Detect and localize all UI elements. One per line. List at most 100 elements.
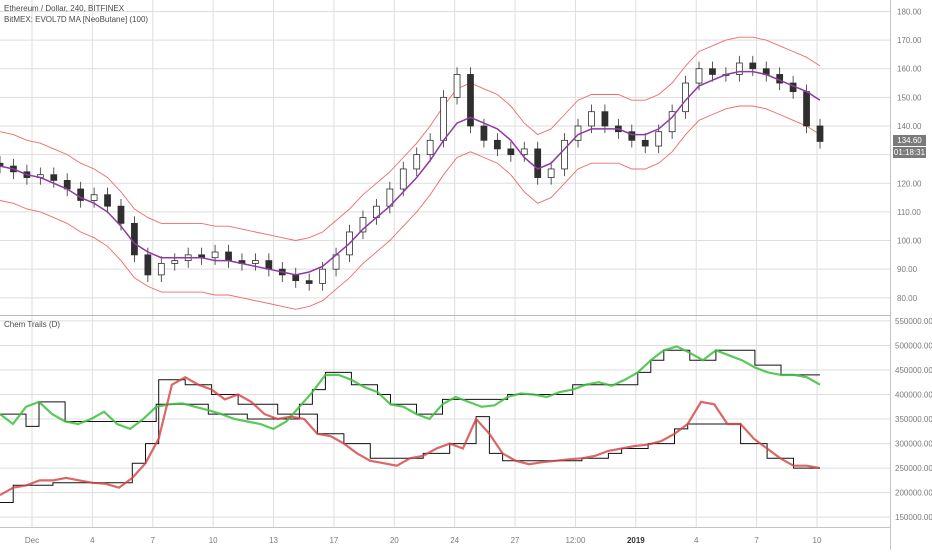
candle-body xyxy=(157,263,165,276)
price-candle[interactable] xyxy=(426,133,434,162)
price-candle[interactable] xyxy=(77,181,85,208)
price-candle[interactable] xyxy=(90,187,98,208)
candle-body xyxy=(695,68,703,84)
candle-body xyxy=(480,125,488,141)
price-candle[interactable] xyxy=(211,244,219,265)
price-candle[interactable] xyxy=(762,61,770,82)
candle-body xyxy=(225,251,232,261)
price-candle[interactable] xyxy=(171,253,179,271)
price-candle[interactable] xyxy=(104,187,111,214)
price-candle[interactable] xyxy=(265,253,273,277)
price-candle[interactable] xyxy=(131,216,138,263)
upper-band-line[interactable] xyxy=(0,36,821,241)
time-tick-label: 7 xyxy=(151,536,156,545)
price-candle[interactable] xyxy=(453,67,461,105)
oscillator-tick-label: 200000.00 xyxy=(895,489,932,498)
time-tick-label: 7 xyxy=(754,536,759,545)
candle-body xyxy=(547,168,555,178)
price-candle[interactable] xyxy=(292,267,300,288)
candle-body xyxy=(117,205,125,224)
countdown-badge: 01:18:31 xyxy=(893,147,926,159)
last-price-badge: 134.60 xyxy=(893,135,926,147)
red-trail-line[interactable] xyxy=(0,376,821,497)
price-candle[interactable] xyxy=(144,247,152,283)
time-tick-label: 4 xyxy=(90,536,95,545)
price-candle[interactable] xyxy=(252,253,259,271)
time-tick-label: 10 xyxy=(209,536,218,545)
candle-body xyxy=(749,62,757,70)
price-candle[interactable] xyxy=(238,253,246,271)
price-candle[interactable] xyxy=(373,199,380,225)
price-candle[interactable] xyxy=(399,161,407,197)
price-candle[interactable] xyxy=(641,133,649,154)
price-candle[interactable] xyxy=(494,133,501,157)
candle-body xyxy=(104,194,111,207)
time-tick-label: 27 xyxy=(511,536,520,545)
price-tick-label: 140.00 xyxy=(897,122,922,131)
price-candle[interactable] xyxy=(36,167,44,185)
candle-body xyxy=(467,74,474,127)
price-tick-label: 160.00 xyxy=(897,65,922,74)
candle-body xyxy=(628,131,636,141)
candle-body xyxy=(668,111,676,133)
oscillator-tick-label: 500000.00 xyxy=(895,341,932,350)
candle-body xyxy=(252,260,259,264)
price-candle[interactable] xyxy=(628,124,636,148)
candle-body xyxy=(77,188,85,201)
price-candle[interactable] xyxy=(534,141,542,185)
time-tick-label: 10 xyxy=(813,536,822,545)
price-candle[interactable] xyxy=(816,118,824,149)
price-axis-background xyxy=(890,0,932,550)
price-candle[interactable] xyxy=(305,273,313,291)
price-candle[interactable] xyxy=(735,55,743,82)
lower-pane-title[interactable]: Chem Trails (D) xyxy=(4,320,61,329)
price-candle[interactable] xyxy=(547,161,555,185)
candle-body xyxy=(561,139,568,170)
price-candle[interactable] xyxy=(467,67,474,134)
candle-body xyxy=(494,139,501,150)
lower-band-line[interactable] xyxy=(0,105,821,310)
price-candle[interactable] xyxy=(507,141,515,162)
time-tick-label: 4 xyxy=(694,536,699,545)
price-tick-label: 110.00 xyxy=(897,208,921,217)
candle-body xyxy=(399,168,407,190)
price-candle[interactable] xyxy=(709,61,716,82)
indicator-title[interactable]: BitMEX: EVOL7D MA [NeoButane] (100) xyxy=(4,15,149,24)
price-candle[interactable] xyxy=(63,173,71,197)
green-trail-line[interactable] xyxy=(0,345,821,431)
red-step-line[interactable] xyxy=(0,379,820,503)
candle-body xyxy=(211,251,219,259)
candle-body xyxy=(803,91,810,127)
candle-body xyxy=(534,148,542,178)
price-candle[interactable] xyxy=(359,210,367,240)
grid xyxy=(0,0,890,527)
candle-body xyxy=(588,111,595,127)
green-step-line[interactable] xyxy=(0,349,820,427)
candle-body xyxy=(709,68,716,75)
ma-line[interactable] xyxy=(0,70,821,276)
lower-pane[interactable] xyxy=(0,345,821,503)
candle-body xyxy=(413,154,421,170)
price-candle[interactable] xyxy=(0,156,4,174)
price-candle[interactable] xyxy=(50,167,58,188)
time-tick-label: 13 xyxy=(269,536,278,545)
main-pane[interactable] xyxy=(0,36,824,310)
price-candle[interactable] xyxy=(668,104,676,139)
candle-body xyxy=(359,217,367,233)
price-candle[interactable] xyxy=(225,244,232,268)
candle-body xyxy=(0,162,4,167)
price-candle[interactable] xyxy=(413,147,421,177)
axes: 180.00170.00160.00150.00140.00130.00120.… xyxy=(25,7,932,545)
price-candle[interactable] xyxy=(749,55,757,76)
candle-body xyxy=(440,96,447,141)
price-candle[interactable] xyxy=(440,90,447,148)
price-candle[interactable] xyxy=(561,133,568,177)
symbol-title[interactable]: Ethereum / Dollar, 240, BITFINEX xyxy=(4,4,125,13)
price-tick-label: 100.00 xyxy=(897,237,922,246)
time-tick-label: 2019 xyxy=(627,536,645,545)
candle-body xyxy=(520,148,528,156)
price-candle[interactable] xyxy=(198,247,206,265)
price-candle[interactable] xyxy=(157,256,165,283)
